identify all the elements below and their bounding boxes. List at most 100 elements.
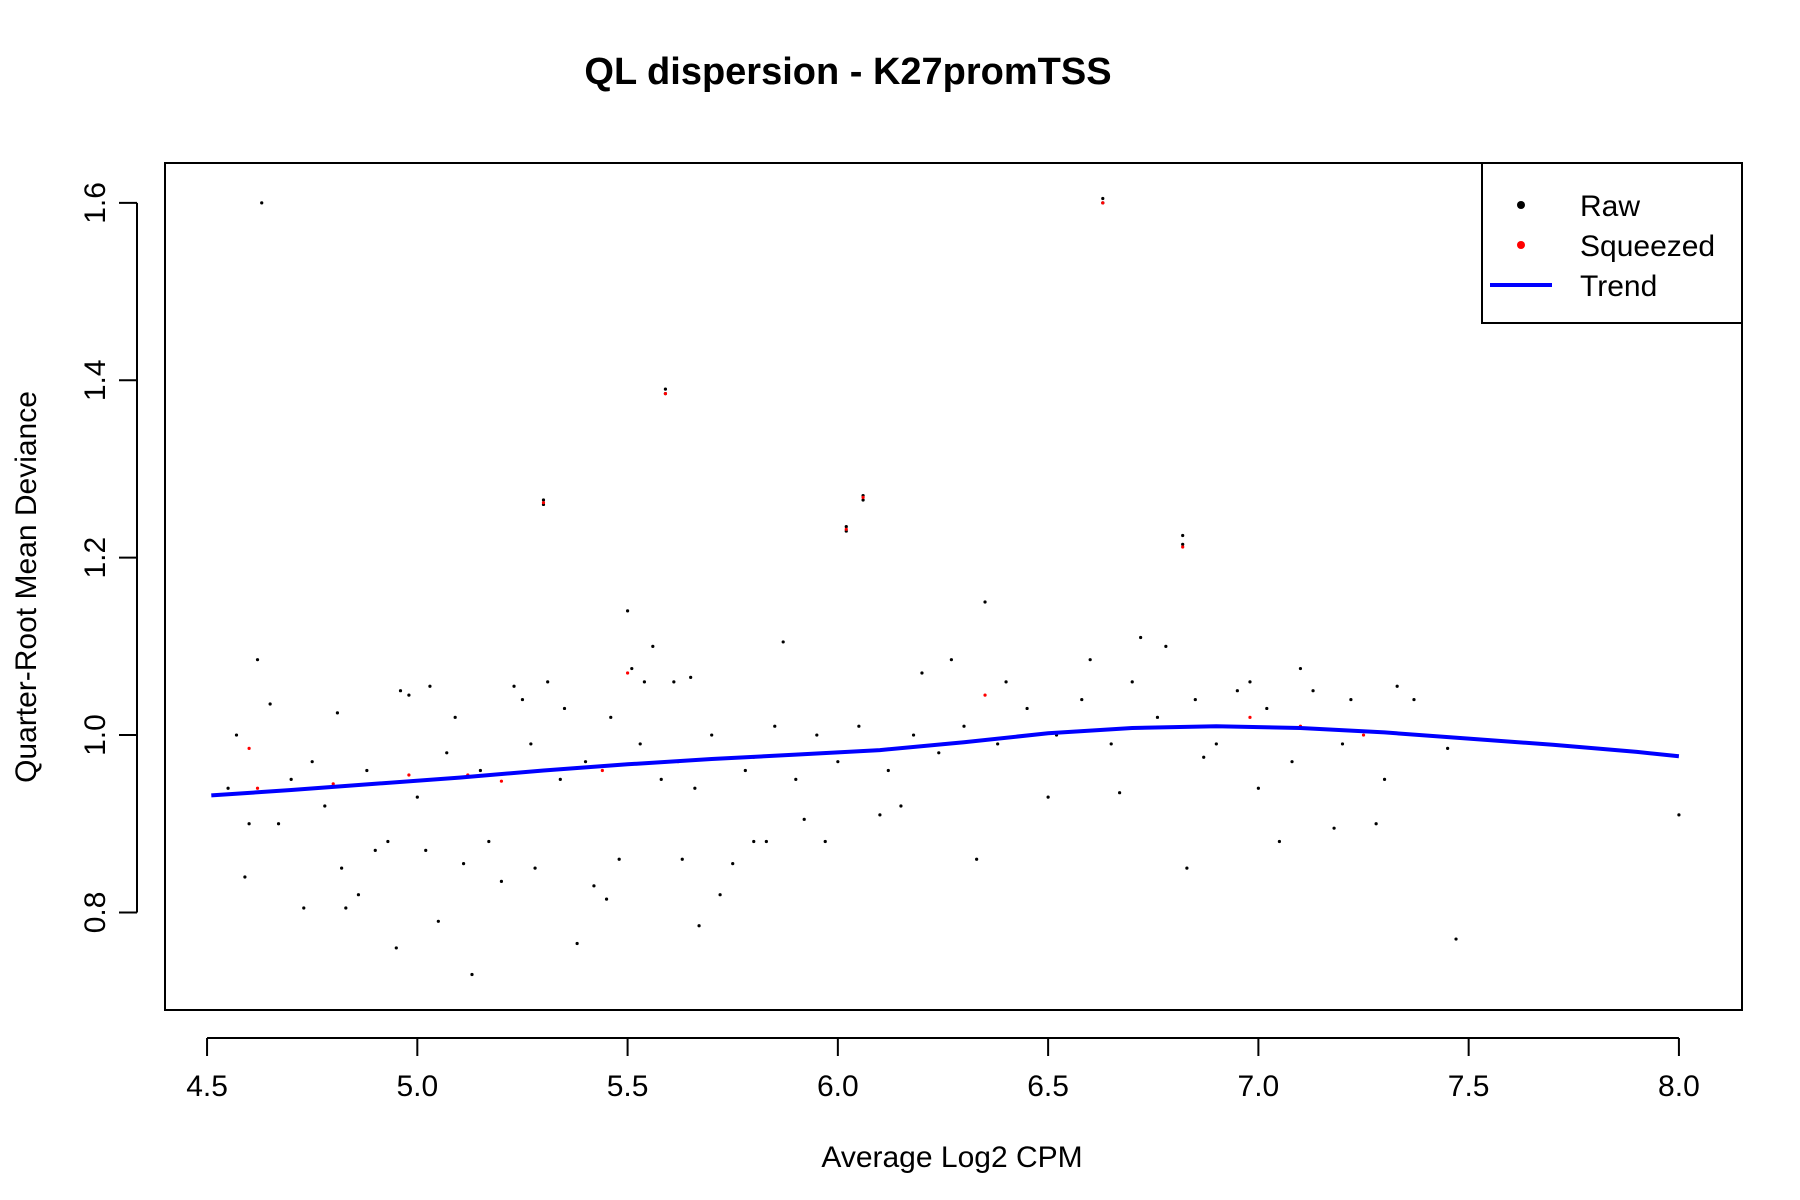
raw-point [226, 786, 230, 790]
x-tick-label: 5.0 [396, 1070, 438, 1103]
squeezed-point [331, 782, 335, 786]
y-axis-label: Quarter-Root Mean Deviance [10, 391, 43, 783]
raw-point [680, 857, 684, 861]
raw-point [461, 862, 466, 866]
raw-point [546, 680, 550, 684]
raw-point [344, 906, 348, 910]
raw-point [693, 786, 697, 790]
raw-point [323, 804, 327, 808]
squeezed-point [255, 786, 260, 790]
squeezed-point [861, 495, 865, 499]
raw-point [1382, 777, 1387, 782]
squeezed-point [499, 779, 504, 783]
raw-point [1446, 746, 1450, 750]
raw-point [276, 822, 281, 826]
raw-point [1164, 644, 1168, 648]
raw-point [886, 768, 890, 773]
raw-point [773, 724, 777, 728]
raw-point [533, 866, 537, 870]
raw-point [949, 658, 953, 662]
squeezed-point [1181, 545, 1185, 549]
raw-point [234, 733, 239, 737]
raw-point [638, 742, 642, 746]
x-tick-label: 4.5 [186, 1070, 228, 1103]
raw-point [558, 777, 562, 782]
raw-point [1412, 697, 1416, 702]
raw-point [365, 768, 369, 773]
squeezed-point [541, 501, 546, 505]
raw-point [1155, 715, 1160, 719]
raw-point [630, 666, 634, 671]
raw-point [445, 751, 449, 755]
raw-point [1349, 697, 1353, 702]
raw-point [1101, 196, 1105, 201]
squeezed-point [1101, 201, 1105, 205]
raw-point [802, 817, 806, 821]
raw-point [243, 875, 247, 879]
x-tick-label: 6.5 [1027, 1070, 1069, 1103]
raw-point [562, 706, 567, 711]
x-tick-label: 5.5 [607, 1070, 649, 1103]
raw-point [663, 387, 668, 391]
raw-point [583, 760, 588, 764]
raw-point [844, 525, 848, 529]
raw-point [1277, 839, 1282, 844]
raw-point [1025, 706, 1029, 711]
raw-point [836, 760, 840, 764]
plot-frame [164, 162, 1743, 1011]
legend-trend-label: Trend [1580, 270, 1657, 303]
raw-point [1256, 786, 1260, 790]
legend-raw-marker [1517, 201, 1525, 209]
raw-point [1677, 813, 1681, 817]
raw-point [815, 733, 819, 737]
chart-title: QL dispersion - K27promTSS [584, 51, 1111, 93]
raw-point [697, 924, 701, 928]
legend-squeezed-label: Squeezed [1580, 230, 1715, 263]
y-axis: 0.8 1.0 1.2 1.4 1.6 [79, 182, 138, 933]
raw-point [407, 693, 411, 697]
raw-point [983, 600, 987, 604]
raw-point [394, 946, 398, 950]
raw-point [260, 201, 264, 205]
raw-point [499, 879, 504, 883]
x-tick-label: 7.0 [1238, 1070, 1280, 1103]
raw-point [302, 906, 306, 910]
raw-point [487, 839, 491, 844]
y-tick-label: 1.2 [79, 537, 112, 579]
raw-point [428, 684, 432, 688]
raw-point [575, 941, 579, 946]
raw-point [781, 640, 785, 644]
raw-point [373, 848, 377, 852]
raw-point [823, 839, 827, 844]
raw-series [226, 196, 1681, 977]
raw-point [520, 697, 525, 702]
raw-point [651, 644, 655, 648]
squeezed-point [247, 746, 251, 750]
raw-point [592, 884, 596, 888]
raw-point [541, 498, 546, 502]
raw-point [1374, 822, 1378, 826]
raw-point [937, 751, 941, 755]
raw-point [1193, 697, 1197, 702]
raw-point [289, 777, 293, 782]
raw-point [718, 893, 722, 897]
raw-point [1202, 755, 1206, 759]
raw-point [764, 839, 768, 844]
x-axis-label: Average Log2 CPM [821, 1141, 1082, 1174]
y-tick-label: 1.0 [79, 714, 112, 756]
raw-point [512, 684, 516, 688]
raw-point [398, 689, 403, 693]
raw-point [710, 733, 714, 737]
squeezed-point [1361, 733, 1366, 737]
raw-point [1185, 866, 1189, 870]
trend-series-line [211, 724, 1680, 798]
y-tick-label: 1.6 [79, 182, 112, 224]
raw-point [1080, 697, 1084, 702]
squeezed-point [844, 527, 848, 531]
raw-point [689, 675, 693, 680]
legend-box [1481, 162, 1743, 324]
raw-point [1181, 533, 1185, 538]
raw-point [1290, 760, 1294, 764]
raw-point [1235, 689, 1239, 693]
